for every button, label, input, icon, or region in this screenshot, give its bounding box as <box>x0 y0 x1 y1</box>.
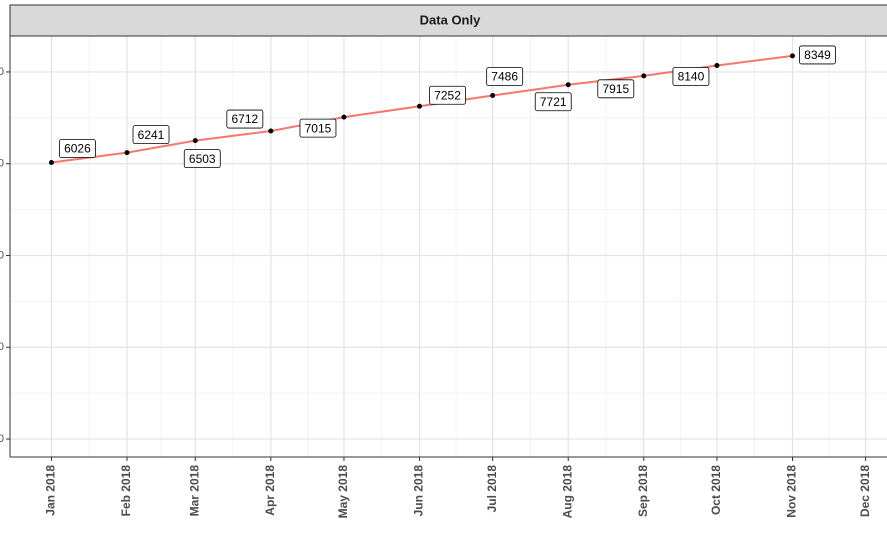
label-box <box>299 118 337 138</box>
plot-area: 6026 6241 6503 6712 7015 7252 7486 7721 7915 8140… <box>10 36 887 457</box>
data-label: 7721 <box>540 95 567 109</box>
point <box>268 128 274 134</box>
y-tick-label: 6000 <box>0 158 4 170</box>
point <box>565 82 571 88</box>
strip-title: Data Only <box>420 12 481 27</box>
point <box>641 73 647 79</box>
point <box>417 103 423 109</box>
y-tick-label: 2000 <box>0 341 4 353</box>
x-tick-label: Jun 2018 <box>412 465 426 517</box>
panel <box>10 36 887 457</box>
x-tick-label: Dec 2018 <box>858 465 872 517</box>
strip <box>9 4 887 37</box>
data-label: 6712 <box>231 112 258 126</box>
y-tick-label: 4000 <box>0 249 4 261</box>
x-tick-label: Nov 2018 <box>785 465 799 518</box>
data-label: 7015 <box>305 121 332 135</box>
point <box>192 138 198 144</box>
point <box>714 63 720 69</box>
data-label: 6503 <box>189 152 216 166</box>
x-tick-label: Jul 2018 <box>485 465 499 513</box>
data-label: 6241 <box>138 128 165 142</box>
x-tick-label: Apr 2018 <box>263 465 277 516</box>
x-tick-label: Feb 2018 <box>119 465 133 517</box>
x-tick-label: Oct 2018 <box>709 465 723 515</box>
point <box>48 160 54 166</box>
data-label: 6026 <box>64 142 91 156</box>
data-label: 7486 <box>491 70 518 84</box>
x-tick-label: Sep 2018 <box>636 465 650 517</box>
label-box <box>672 67 710 86</box>
data-label: 8349 <box>804 48 831 62</box>
data-label: 7252 <box>434 88 461 102</box>
x-tick-label: Mar 2018 <box>187 465 201 517</box>
label-box <box>597 79 635 99</box>
label-box <box>132 125 170 145</box>
label-box <box>486 67 524 86</box>
label-box <box>226 109 264 129</box>
y-tick-label: 8000 <box>0 66 4 78</box>
point <box>490 93 496 99</box>
panel-border <box>9 35 887 458</box>
x-tick-label: Aug 2018 <box>560 465 574 519</box>
label-box <box>534 92 572 112</box>
label-box <box>799 45 836 65</box>
y-tick-label: 0 <box>0 433 4 445</box>
x-tick-label: Jan 2018 <box>44 465 58 516</box>
label-box <box>59 139 96 158</box>
data-label: 7915 <box>602 82 629 96</box>
data-label: 8140 <box>678 70 705 84</box>
label-box <box>429 85 466 105</box>
point <box>341 114 347 120</box>
point <box>789 53 795 59</box>
point <box>124 150 130 156</box>
label-box <box>183 149 221 169</box>
x-tick-label: May 2018 <box>336 465 350 519</box>
